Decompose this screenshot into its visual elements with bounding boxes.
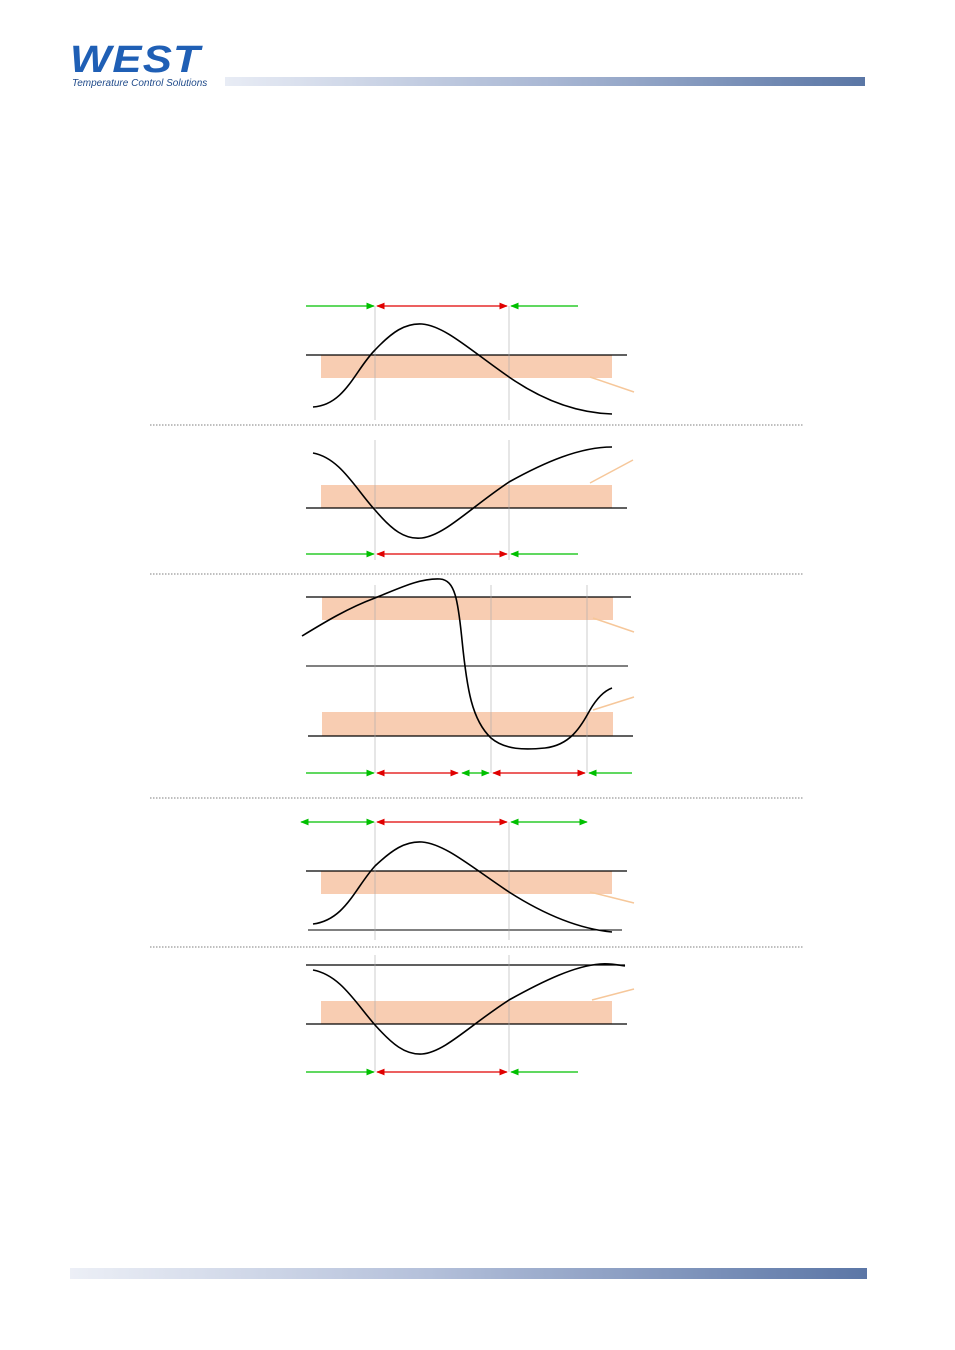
- process-curve: [312, 841, 613, 933]
- panel-band-alarm: [301, 578, 635, 777]
- hysteresis-band: [321, 355, 612, 378]
- pointer-line: [591, 988, 635, 1001]
- process-curve: [312, 446, 613, 539]
- pointer-line: [589, 376, 635, 393]
- hysteresis-band: [321, 485, 612, 508]
- process-curve: [312, 962, 626, 1055]
- panel-process-low-alarm: [306, 440, 634, 560]
- panel-process-high-alarm: [306, 302, 635, 420]
- pointer-line: [589, 891, 635, 904]
- panel-deviation-low-alarm: [306, 955, 635, 1076]
- hysteresis-band: [321, 871, 612, 894]
- logo-tagline: Temperature Control Solutions: [72, 78, 208, 89]
- hysteresis-band: [322, 712, 613, 736]
- pointer-line: [589, 459, 634, 484]
- process-curve: [301, 578, 613, 750]
- footer-gradient-bar: [70, 1268, 867, 1279]
- hysteresis-band: [322, 597, 613, 620]
- west-logo: WEST Temperature Control Solutions: [70, 40, 230, 92]
- logo-wordmark: WEST: [70, 39, 201, 81]
- process-curve: [312, 323, 613, 415]
- panel-deviation-high-alarm: [300, 818, 635, 940]
- pointer-line: [592, 696, 635, 711]
- hysteresis-band: [321, 1001, 612, 1024]
- pointer-line: [592, 617, 635, 633]
- header-gradient-bar: [225, 77, 865, 86]
